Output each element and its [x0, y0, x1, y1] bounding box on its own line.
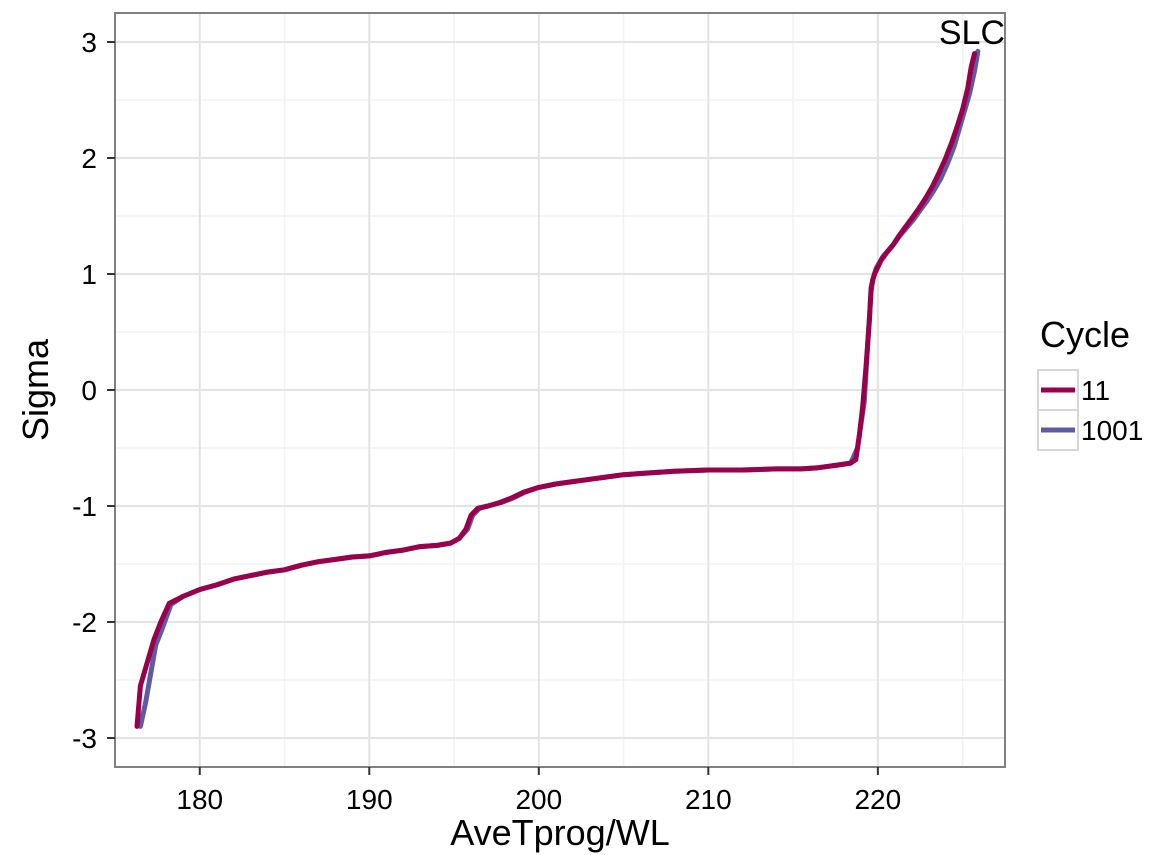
y-tick-label: 1 [81, 259, 97, 290]
legend: Cycle 11 1001 [1037, 314, 1143, 451]
plot-title: SLC [939, 14, 1005, 52]
legend-label-11: 11 [1081, 375, 1110, 406]
x-tick-label: 190 [346, 784, 393, 815]
x-tick-label: 210 [685, 784, 732, 815]
y-tick-label: 2 [81, 143, 97, 174]
series-line-11 [134, 51, 977, 729]
y-tick-label: -1 [72, 491, 97, 522]
x-tick-label: 220 [854, 784, 901, 815]
x-tick-label: 200 [515, 784, 562, 815]
series-layer [134, 48, 981, 729]
axis-tick-labels: 180 190 200 210 220 -3 -2 -1 0 1 2 3 [72, 27, 901, 815]
legend-title: Cycle [1040, 314, 1130, 355]
y-tick-label: 0 [81, 375, 97, 406]
axis-ticks [107, 41, 879, 775]
y-tick-label: 3 [81, 27, 97, 58]
x-tick-label: 180 [176, 784, 223, 815]
y-tick-label: -3 [72, 723, 97, 754]
legend-label-1001: 1001 [1081, 415, 1143, 446]
series-line-1001 [137, 48, 981, 729]
y-axis-title: Sigma [15, 338, 56, 441]
y-tick-label: -2 [72, 607, 97, 638]
x-axis-title: AveTprog/WL [450, 812, 669, 853]
major-gridlines [115, 13, 1005, 767]
